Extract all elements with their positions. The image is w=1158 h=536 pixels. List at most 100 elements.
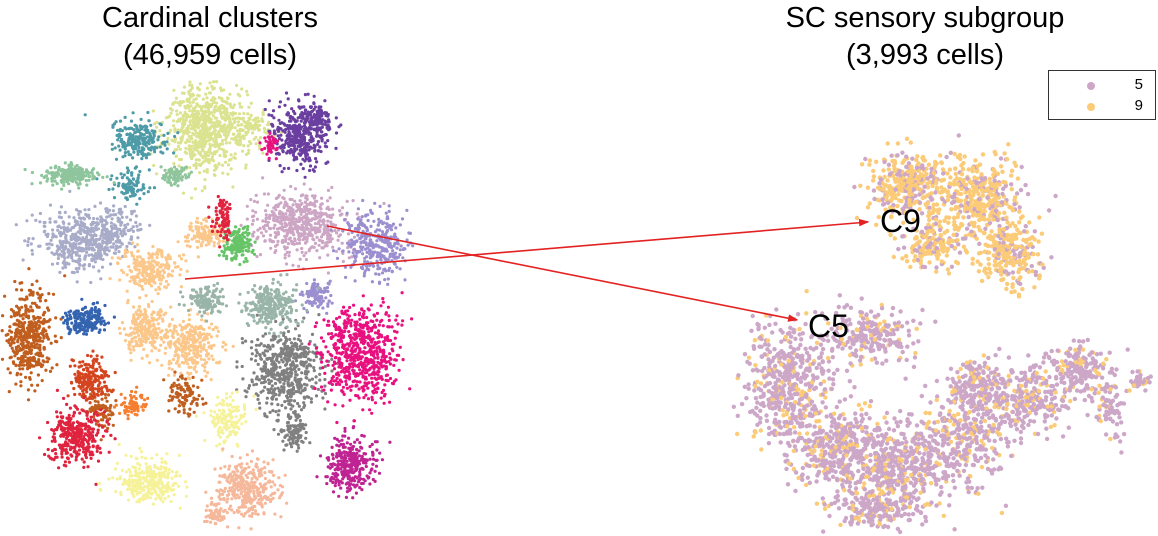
point xyxy=(160,329,164,333)
point xyxy=(147,305,151,309)
point xyxy=(405,208,409,212)
point xyxy=(351,199,355,203)
point xyxy=(377,221,381,225)
point xyxy=(194,97,198,101)
point xyxy=(110,227,114,231)
point xyxy=(212,108,216,112)
point xyxy=(251,209,255,213)
point xyxy=(200,137,204,141)
point xyxy=(306,221,310,225)
point xyxy=(392,235,396,239)
point xyxy=(163,178,167,182)
point xyxy=(307,157,311,161)
point xyxy=(90,228,94,233)
point xyxy=(10,346,14,350)
point xyxy=(203,136,207,140)
point xyxy=(132,261,136,265)
point xyxy=(346,241,350,245)
point xyxy=(110,142,114,146)
point xyxy=(33,337,37,341)
point xyxy=(24,375,28,379)
point xyxy=(56,261,60,266)
point xyxy=(334,131,339,135)
point xyxy=(281,238,285,242)
point xyxy=(90,253,94,257)
point xyxy=(135,342,139,346)
point xyxy=(46,337,51,341)
point xyxy=(229,153,233,157)
point xyxy=(259,231,264,235)
point xyxy=(44,299,48,303)
point xyxy=(105,207,109,211)
point xyxy=(192,133,196,137)
point xyxy=(334,223,338,227)
point xyxy=(196,245,200,249)
point xyxy=(201,132,205,136)
point xyxy=(136,275,140,279)
point xyxy=(104,396,108,400)
point xyxy=(48,318,52,322)
point xyxy=(175,113,179,117)
point xyxy=(41,359,45,363)
point xyxy=(136,328,140,332)
point xyxy=(203,224,208,228)
point xyxy=(207,357,211,361)
point xyxy=(305,281,309,286)
point xyxy=(50,262,55,266)
point xyxy=(100,397,104,401)
point xyxy=(313,149,317,153)
point xyxy=(266,192,270,196)
point xyxy=(47,325,51,329)
point xyxy=(238,135,242,139)
point xyxy=(273,231,277,235)
point xyxy=(131,345,135,349)
point xyxy=(127,127,131,131)
point xyxy=(70,246,74,250)
point xyxy=(308,187,312,191)
point xyxy=(197,231,201,235)
point xyxy=(305,153,309,157)
point xyxy=(191,150,195,154)
point xyxy=(151,318,155,322)
point xyxy=(280,218,284,222)
point xyxy=(139,331,143,335)
point xyxy=(54,235,58,239)
point xyxy=(269,246,273,250)
point xyxy=(187,139,191,143)
point xyxy=(186,127,190,131)
point xyxy=(264,209,268,213)
point xyxy=(22,363,26,367)
point xyxy=(184,351,188,355)
point xyxy=(83,257,87,261)
point xyxy=(201,104,205,108)
point xyxy=(192,359,196,363)
point xyxy=(120,137,124,141)
point xyxy=(312,127,316,131)
point xyxy=(216,241,220,246)
point xyxy=(75,270,80,274)
point xyxy=(337,234,341,238)
point xyxy=(220,103,224,107)
point xyxy=(178,119,182,123)
point xyxy=(179,169,183,173)
point xyxy=(315,111,320,115)
point xyxy=(200,114,204,118)
point xyxy=(210,120,214,124)
point xyxy=(325,214,330,218)
point xyxy=(267,120,271,124)
point xyxy=(158,309,162,313)
point xyxy=(60,187,64,191)
point xyxy=(227,158,231,162)
point xyxy=(64,237,68,241)
point xyxy=(27,267,31,271)
point xyxy=(228,119,232,123)
point xyxy=(208,158,212,162)
point xyxy=(276,151,280,155)
point xyxy=(111,187,115,191)
point xyxy=(255,237,259,241)
point xyxy=(40,173,44,177)
point xyxy=(31,324,35,328)
point xyxy=(64,245,68,249)
point xyxy=(326,160,330,164)
point xyxy=(160,251,164,256)
